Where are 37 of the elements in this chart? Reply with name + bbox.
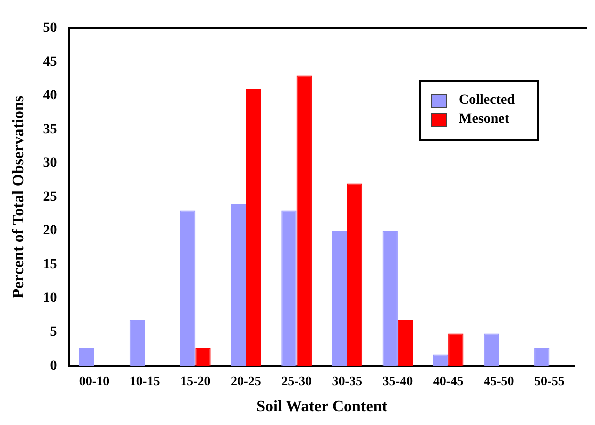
y-tick-label: 35 [43,122,58,138]
x-tick-label: 25-30 [282,373,312,388]
y-tick-label: 50 [43,21,58,36]
bar [231,204,246,366]
x-axis-title: Soil Water Content [256,398,388,416]
bar [130,320,146,366]
y-tick-label: 15 [43,257,58,272]
y-tick-label: 25 [43,190,58,205]
bar [246,89,262,366]
y-tick-label: 45 [43,54,58,70]
x-tick-label: 10-15 [130,373,161,388]
y-tick-label: 20 [43,224,58,239]
y-tick-label: 0 [50,358,58,374]
bar [332,231,348,366]
y-tick-label: 40 [43,88,58,104]
x-tick-label: 15-20 [180,373,211,388]
legend-label: Mesonet [459,112,510,128]
bar [448,334,464,366]
bar [282,210,297,366]
x-tick-label: 40-45 [433,373,464,388]
bar [398,320,414,366]
x-tick-label: 50-55 [534,373,566,388]
bar [296,76,312,366]
y-tick-label: 30 [43,156,58,172]
y-axis-title: Percent of Total Observations [10,96,28,299]
x-tick-label: 45-50 [484,373,514,388]
legend-label: Collected [459,93,515,109]
bar [180,210,196,366]
x-tick-label: 00-10 [79,373,110,388]
x-tick-label: 20-25 [231,373,262,388]
x-tick-label: 35-40 [382,373,414,388]
bar [382,231,398,366]
y-tick-label: 5 [50,325,58,340]
bar [484,334,500,366]
x-tick-label: 30-35 [332,373,364,388]
y-tick-label: 10 [43,291,58,306]
bar [347,184,363,366]
